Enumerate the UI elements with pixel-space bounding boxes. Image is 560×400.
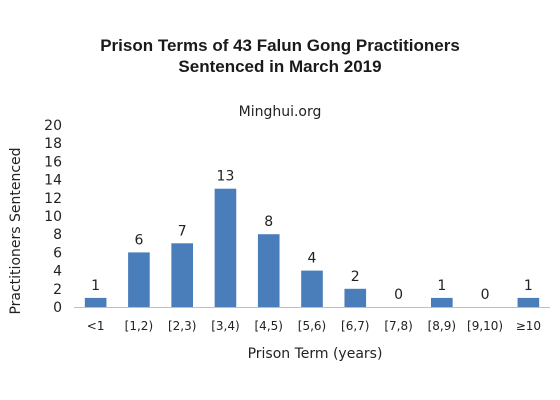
bar-value-label: 1: [524, 278, 533, 294]
bar: [84, 297, 107, 307]
bar: [171, 243, 193, 307]
bar: [128, 252, 150, 307]
y-tick-label: 6: [53, 245, 62, 261]
chart-title-line-2: Sentenced in March 2019: [178, 57, 382, 76]
bar-value-label: 7: [178, 223, 187, 239]
x-tick-label: [7,8): [384, 319, 412, 333]
bar-value-label: 0: [481, 287, 490, 303]
bar: [517, 297, 540, 307]
y-tick-label: 2: [53, 282, 62, 298]
y-tick-label: 20: [44, 118, 62, 134]
bar-value-label: 1: [91, 278, 100, 294]
y-axis: 0 2 4 6 8 10 12 14 16 18 20: [44, 118, 62, 316]
bar-value-label: 2: [351, 269, 360, 285]
x-tick-label: [8,9): [428, 319, 456, 333]
bar: [214, 188, 237, 307]
y-tick-label: 14: [44, 173, 62, 189]
x-tick-label: ≥10: [516, 319, 541, 333]
y-tick-label: 12: [44, 191, 62, 207]
bar: [431, 297, 453, 307]
bar-value-label: 4: [308, 251, 317, 267]
x-tick-label: [4,5): [255, 319, 283, 333]
bars: [84, 188, 540, 307]
x-tick-label: <1: [87, 319, 105, 333]
bar: [344, 288, 367, 307]
x-axis: <1 [1,2) [2,3) [3,4) [4,5) [5,6) [6,7) [7,8) [8,…: [87, 319, 541, 333]
y-tick-label: 0: [53, 300, 62, 316]
y-tick-label: 10: [44, 209, 62, 225]
bar-value-label: 6: [134, 232, 143, 248]
bar: [257, 234, 280, 307]
y-tick-label: 16: [44, 154, 62, 170]
bar-value-label: 8: [264, 214, 273, 230]
chart-title-line-1: Prison Terms of 43 Falun Gong Practition…: [100, 36, 460, 55]
x-tick-label: [2,3): [168, 319, 196, 333]
y-tick-label: 18: [44, 136, 62, 152]
bar-value-label: 13: [217, 169, 235, 185]
x-tick-label: [1,2): [125, 319, 153, 333]
y-tick-label: 4: [53, 264, 62, 280]
data-labels: 1 6 7 13 8 4 2 0 1 0 1: [91, 169, 533, 303]
chart-subtitle: Minghui.org: [238, 104, 322, 120]
bar-value-label: 0: [394, 287, 403, 303]
x-axis-label: Prison Term (years): [247, 346, 383, 362]
x-tick-label: [3,4): [211, 319, 239, 333]
x-tick-label: [5,6): [298, 319, 326, 333]
bar: [301, 270, 323, 307]
x-tick-label: [9,10): [467, 319, 503, 333]
bar-value-label: 1: [437, 278, 446, 294]
x-tick-label: [6,7): [341, 319, 369, 333]
y-tick-label: 8: [53, 227, 62, 243]
